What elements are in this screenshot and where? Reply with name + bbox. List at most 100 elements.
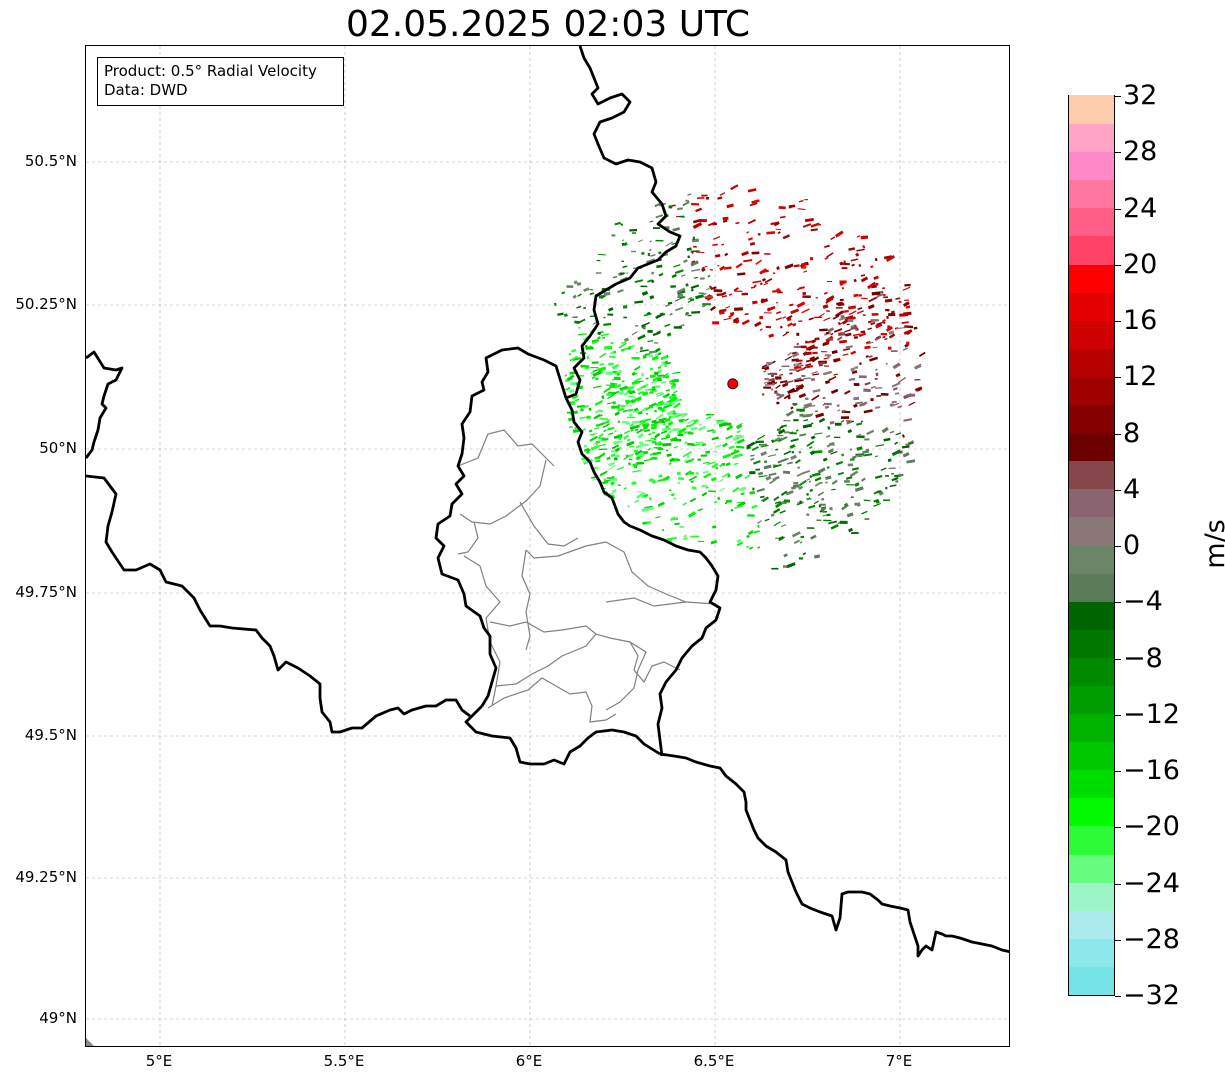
velocity-echo: [828, 375, 837, 382]
data-source-label: Data: DWD: [104, 81, 188, 99]
velocity-echo: [657, 478, 665, 482]
radar-map[interactable]: [85, 45, 1010, 1047]
velocity-echo: [728, 293, 733, 296]
velocity-echo: [793, 363, 796, 367]
velocity-echo: [891, 449, 901, 457]
velocity-echo: [619, 272, 625, 276]
velocity-echo: [649, 220, 654, 223]
velocity-echo: [851, 455, 857, 460]
velocity-echo: [901, 445, 910, 449]
velocity-echo: [806, 513, 810, 516]
velocity-echo: [846, 484, 855, 486]
velocity-echo: [578, 374, 585, 377]
colorbar-segment: [1069, 376, 1114, 406]
velocity-echo: [898, 377, 906, 383]
velocity-echo: [787, 352, 792, 356]
velocity-echo: [617, 289, 624, 294]
velocity-echo: [811, 472, 821, 477]
colorbar-segment: [1069, 292, 1114, 321]
velocity-echo: [901, 434, 905, 438]
velocity-echo: [658, 369, 662, 373]
velocity-echo: [651, 355, 659, 361]
velocity-echo: [601, 438, 609, 441]
velocity-echo: [883, 499, 890, 502]
velocity-echo: [823, 371, 831, 376]
velocity-echo: [710, 540, 718, 545]
velocity-echo: [649, 367, 654, 371]
velocity-echo: [784, 431, 790, 434]
velocity-echo: [903, 418, 913, 422]
velocity-echo: [874, 474, 883, 479]
velocity-echo: [785, 490, 794, 496]
velocity-echo: [830, 236, 836, 241]
velocity-echo: [606, 427, 614, 431]
velocity-echo: [850, 496, 854, 498]
velocity-echo: [570, 381, 575, 385]
velocity-echo: [789, 444, 796, 449]
velocity-echo: [841, 453, 845, 457]
velocity-echo: [764, 518, 770, 522]
colorbar-segment: [1069, 966, 1114, 995]
colorbar-segment: [1069, 657, 1114, 686]
velocity-echo: [776, 428, 782, 432]
velocity-echo: [855, 401, 863, 405]
velocity-echo: [636, 386, 643, 392]
velocity-echo: [747, 219, 757, 225]
velocity-echo: [687, 255, 690, 259]
velocity-echo: [841, 267, 848, 270]
velocity-echo: [634, 449, 643, 456]
velocity-echo: [764, 253, 771, 255]
velocity-echo: [655, 347, 661, 353]
velocity-echo: [655, 413, 664, 420]
velocity-echo: [787, 396, 791, 400]
velocity-echo: [592, 370, 602, 377]
velocity-echo: [611, 405, 620, 409]
velocity-echo: [862, 450, 869, 454]
velocity-echo: [903, 301, 910, 307]
velocity-echo: [891, 401, 897, 403]
velocity-echo: [658, 352, 662, 356]
velocity-echo: [618, 342, 627, 349]
velocity-echo: [641, 507, 648, 513]
map-canvas[interactable]: [86, 46, 1010, 1047]
velocity-echo: [845, 476, 853, 480]
velocity-echo: [882, 319, 886, 323]
velocity-echo: [855, 252, 860, 257]
velocity-echo: [641, 383, 649, 389]
velocity-echo: [582, 460, 586, 464]
velocity-echo: [699, 219, 707, 223]
colorbar-segment: [1069, 938, 1114, 967]
velocity-echo: [812, 351, 818, 355]
velocity-echo: [652, 331, 661, 337]
velocity-echo: [695, 441, 704, 444]
border-lux-france-south: [464, 705, 661, 766]
velocity-echo: [803, 270, 808, 273]
radar-site-marker[interactable]: [727, 378, 739, 390]
velocity-echo: [885, 362, 889, 365]
velocity-echo: [769, 372, 778, 376]
velocity-echo: [639, 346, 644, 351]
velocity-echo: [846, 420, 853, 425]
velocity-echo: [880, 333, 888, 336]
velocity-echo: [639, 419, 647, 423]
velocity-echo: [870, 321, 876, 326]
velocity-echo: [762, 364, 768, 368]
velocity-echo: [611, 489, 617, 494]
velocity-echo: [646, 520, 652, 525]
velocity-echo: [627, 390, 632, 393]
velocity-echo: [623, 242, 628, 247]
velocity-echo: [864, 518, 870, 520]
velocity-echo: [623, 347, 632, 350]
velocity-echo: [860, 420, 864, 423]
velocity-echo: [708, 221, 716, 227]
velocity-echo: [839, 339, 847, 344]
velocity-echo: [808, 347, 814, 352]
velocity-echo: [854, 486, 864, 492]
velocity-echo: [653, 457, 658, 460]
velocity-echo: [783, 499, 791, 503]
velocity-echo: [875, 406, 881, 409]
velocity-echo: [826, 310, 830, 313]
velocity-echo: [880, 467, 887, 471]
velocity-echo: [683, 440, 688, 445]
velocity-echo: [735, 434, 744, 439]
